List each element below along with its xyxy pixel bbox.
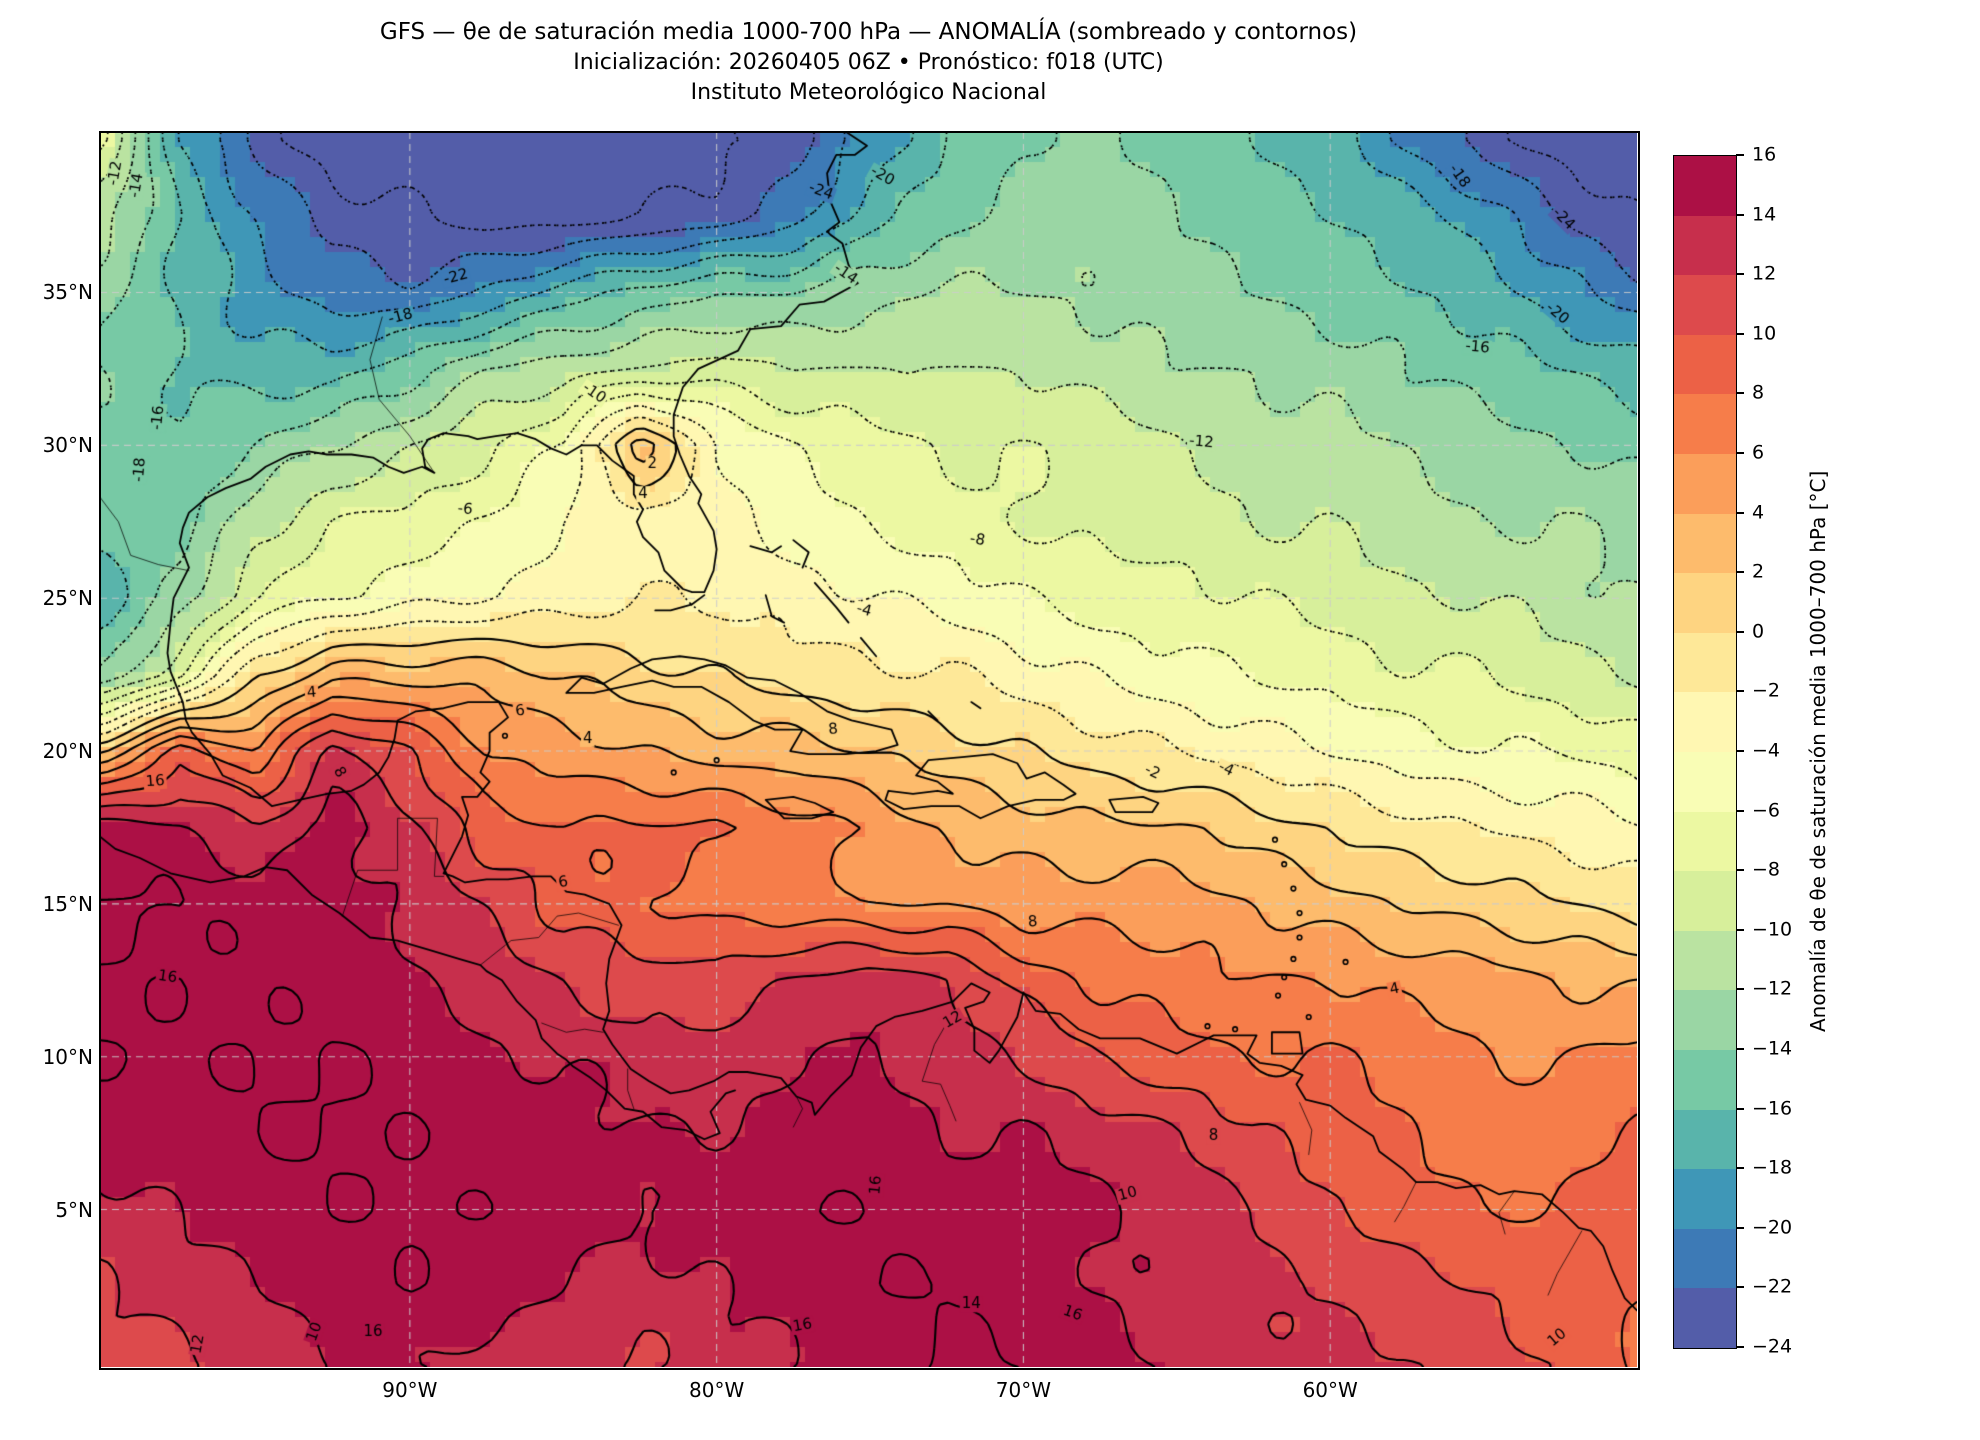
colorbar-bin-19 bbox=[1674, 1288, 1736, 1348]
colorbar-tick bbox=[1736, 213, 1744, 216]
colorbar-tick-label: 4 bbox=[1752, 501, 1765, 524]
colorbar-tick bbox=[1736, 1346, 1744, 1348]
colorbar-axis-label: Anomalía de θe de saturación media 1000–… bbox=[1806, 470, 1830, 1032]
colorbar-bin-1 bbox=[1674, 215, 1736, 276]
colorbar-tick-label: −12 bbox=[1752, 977, 1793, 1000]
colorbar bbox=[1673, 155, 1737, 1349]
colorbar-tick-label: −20 bbox=[1752, 1216, 1793, 1239]
y-tick-label: 15°N bbox=[42, 891, 93, 916]
map-canvas bbox=[100, 132, 1637, 1367]
colorbar-tick bbox=[1736, 1107, 1744, 1110]
colorbar-bin-11 bbox=[1674, 811, 1736, 872]
colorbar-tick bbox=[1736, 273, 1744, 276]
y-tick-label: 30°N bbox=[42, 433, 93, 458]
y-tick-label: 35°N bbox=[42, 280, 93, 305]
colorbar-tick bbox=[1736, 1226, 1744, 1229]
colorbar-bin-3 bbox=[1674, 334, 1736, 395]
colorbar-bin-6 bbox=[1674, 513, 1736, 574]
colorbar-tick bbox=[1736, 988, 1744, 991]
colorbar-bin-18 bbox=[1674, 1228, 1736, 1289]
colorbar-bin-16 bbox=[1674, 1109, 1736, 1170]
colorbar-tick-label: 16 bbox=[1752, 143, 1777, 166]
colorbar-bin-12 bbox=[1674, 871, 1736, 931]
colorbar-bin-7 bbox=[1674, 573, 1736, 633]
y-tick-label: 10°N bbox=[42, 1044, 93, 1069]
y-tick-label: 5°N bbox=[55, 1197, 93, 1222]
colorbar-tick-label: −24 bbox=[1752, 1335, 1793, 1358]
title-init-forecast: Inicialización: 20260405 06Z • Pronóstic… bbox=[573, 50, 1164, 75]
colorbar-tick bbox=[1736, 809, 1744, 812]
colorbar-tick-label: 12 bbox=[1752, 262, 1777, 285]
colorbar-bin-4 bbox=[1674, 394, 1736, 454]
colorbar-tick bbox=[1736, 1048, 1744, 1050]
colorbar-tick bbox=[1736, 750, 1744, 752]
colorbar-tick bbox=[1736, 690, 1744, 693]
x-tick-label: 60°W bbox=[1302, 1378, 1358, 1402]
colorbar-tick bbox=[1736, 1167, 1744, 1170]
colorbar-tick bbox=[1736, 154, 1744, 156]
colorbar-tick-label: 10 bbox=[1752, 322, 1777, 345]
y-tick-label: 25°N bbox=[42, 586, 93, 611]
colorbar-bin-2 bbox=[1674, 275, 1736, 335]
x-tick-label: 90°W bbox=[382, 1378, 438, 1402]
title-institution: Instituto Meteorológico Nacional bbox=[690, 80, 1047, 105]
colorbar-tick bbox=[1736, 1286, 1744, 1289]
colorbar-bin-15 bbox=[1674, 1049, 1736, 1110]
colorbar-tick-label: −4 bbox=[1752, 739, 1781, 762]
colorbar-bin-8 bbox=[1674, 632, 1736, 693]
colorbar-tick-label: −14 bbox=[1752, 1037, 1793, 1060]
colorbar-tick bbox=[1736, 869, 1744, 872]
x-tick-label: 70°W bbox=[995, 1378, 1052, 1402]
colorbar-tick bbox=[1736, 928, 1744, 931]
colorbar-tick-label: 0 bbox=[1752, 620, 1765, 643]
colorbar-tick-label: −18 bbox=[1752, 1156, 1793, 1179]
colorbar-tick bbox=[1736, 332, 1744, 335]
colorbar-tick-label: 8 bbox=[1752, 381, 1765, 404]
page-title: GFS — θe de saturación media 1000-700 hP… bbox=[379, 19, 1358, 45]
colorbar-bin-9 bbox=[1674, 692, 1736, 752]
colorbar-tick bbox=[1736, 452, 1744, 454]
colorbar-tick bbox=[1736, 630, 1744, 633]
x-tick-label: 80°W bbox=[689, 1378, 745, 1402]
colorbar-tick bbox=[1736, 392, 1744, 395]
colorbar-bin-14 bbox=[1674, 990, 1736, 1050]
colorbar-tick-label: −8 bbox=[1752, 858, 1781, 881]
colorbar-bin-17 bbox=[1674, 1169, 1736, 1229]
colorbar-tick-label: 14 bbox=[1752, 203, 1777, 226]
colorbar-bin-10 bbox=[1674, 751, 1736, 812]
colorbar-tick-label: −2 bbox=[1752, 679, 1781, 702]
colorbar-tick-label: 2 bbox=[1752, 560, 1765, 583]
colorbar-bin-5 bbox=[1674, 453, 1736, 514]
colorbar-bin-13 bbox=[1674, 930, 1736, 991]
colorbar-tick bbox=[1736, 571, 1744, 574]
colorbar-tick-label: −10 bbox=[1752, 918, 1793, 941]
colorbar-tick bbox=[1736, 511, 1744, 514]
y-tick-label: 20°N bbox=[42, 739, 93, 764]
colorbar-tick-label: −22 bbox=[1752, 1275, 1793, 1298]
colorbar-bin-0 bbox=[1674, 156, 1736, 216]
colorbar-tick-label: 6 bbox=[1752, 441, 1765, 464]
colorbar-tick-label: −16 bbox=[1752, 1097, 1793, 1120]
colorbar-tick-label: −6 bbox=[1752, 799, 1781, 822]
